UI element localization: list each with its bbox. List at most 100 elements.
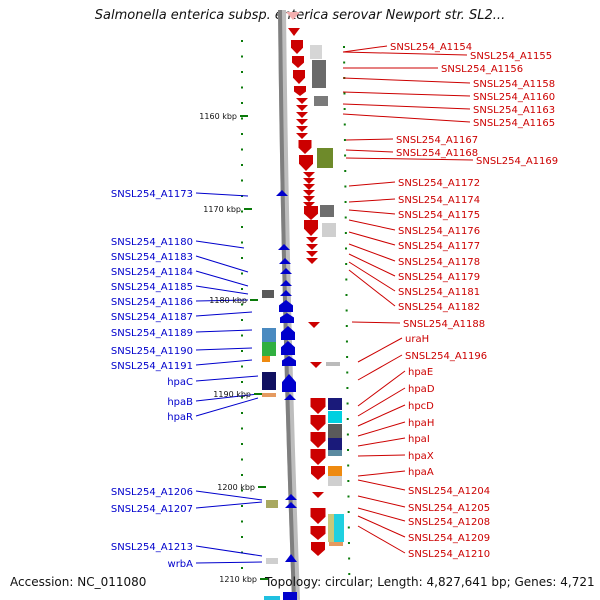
reverse-gene-label[interactable]: SNSL254_A1165 bbox=[473, 118, 555, 129]
tick-dot-left bbox=[241, 427, 243, 430]
reverse-gene-arrow bbox=[310, 432, 326, 448]
reverse-gene-arrow bbox=[310, 415, 326, 431]
scale-ticks: 1160 kbp 1170 kbp 1180 kbp 1190 kbp 1200 kbp… bbox=[199, 112, 268, 584]
connector-line bbox=[195, 393, 259, 402]
forward-gene-label[interactable]: SNSL254_A1213 bbox=[111, 542, 193, 553]
tick-dot-right bbox=[344, 154, 347, 157]
gene-feature-box bbox=[310, 45, 322, 59]
gene-feature-box bbox=[317, 148, 333, 168]
reverse-gene-label[interactable]: SNSL254_A1210 bbox=[408, 549, 490, 560]
forward-gene-label[interactable]: SNSL254_A1173 bbox=[111, 189, 193, 200]
tick-dot-right bbox=[347, 511, 350, 513]
reverse-gene-label[interactable]: hpaE bbox=[408, 367, 433, 378]
reverse-gene-label[interactable]: SNSL254_A1154 bbox=[390, 42, 472, 53]
gene-feature-box bbox=[262, 356, 270, 362]
tick-dot-right bbox=[346, 402, 349, 405]
forward-gene-label[interactable]: SNSL254_A1187 bbox=[111, 312, 193, 323]
reverse-gene-label[interactable]: SNSL254_A1178 bbox=[398, 257, 480, 268]
reverse-gene-arrow bbox=[303, 184, 315, 190]
tick-dot-left bbox=[241, 40, 243, 42]
forward-gene-label[interactable]: wrbA bbox=[168, 559, 194, 570]
reverse-gene-arrow bbox=[296, 105, 308, 111]
forward-gene-label[interactable]: SNSL254_A1206 bbox=[111, 487, 193, 498]
connector-line bbox=[195, 255, 249, 273]
forward-gene-label[interactable]: hpaB bbox=[167, 397, 193, 408]
forward-gene-label[interactable]: SNSL254_A1183 bbox=[111, 252, 193, 263]
connector-line bbox=[195, 490, 263, 501]
forward-gene-label[interactable]: SNSL254_A1185 bbox=[111, 282, 193, 293]
tick-dot-left bbox=[241, 520, 243, 523]
connector-line bbox=[357, 370, 406, 407]
tick-dot-left bbox=[241, 396, 243, 399]
tick-dot-right bbox=[345, 309, 348, 312]
reverse-gene-arrow bbox=[311, 542, 325, 556]
reverse-gene-label[interactable]: SNSL254_A1179 bbox=[398, 272, 480, 283]
reverse-gene-arrow bbox=[310, 449, 326, 465]
reverse-gene-label[interactable]: SNSL254_A1176 bbox=[398, 226, 480, 237]
forward-gene-label[interactable]: SNSL254_A1184 bbox=[111, 267, 193, 278]
reverse-gene-label[interactable]: hpcD bbox=[408, 401, 434, 412]
reverse-gene-arrow bbox=[312, 492, 324, 498]
reverse-gene-label[interactable]: SNSL254_A1204 bbox=[408, 486, 490, 497]
reverse-gene-label[interactable]: hpaH bbox=[408, 418, 434, 429]
connector-line bbox=[345, 138, 394, 141]
reverse-gene-label[interactable]: hpaX bbox=[408, 451, 434, 462]
reverse-gene-label[interactable]: SNSL254_A1209 bbox=[408, 533, 490, 544]
scale-tick-label: 1180 kbp bbox=[209, 296, 247, 305]
reverse-gene-label[interactable]: SNSL254_A1205 bbox=[408, 503, 490, 514]
connector-line bbox=[348, 219, 396, 231]
tick-dot-left bbox=[241, 55, 243, 58]
forward-gene-label[interactable]: hpaC bbox=[167, 377, 193, 388]
connector-line bbox=[342, 77, 471, 84]
forward-gene-label[interactable]: SNSL254_A1191 bbox=[111, 361, 193, 372]
reverse-gene-label[interactable]: SNSL254_A1172 bbox=[398, 178, 480, 189]
reverse-gene-arrow bbox=[296, 112, 308, 118]
connector-line bbox=[195, 397, 259, 417]
tick-dot-left bbox=[241, 489, 243, 492]
reverse-gene-arrow bbox=[294, 86, 306, 96]
forward-gene-label[interactable]: SNSL254_A1180 bbox=[111, 237, 193, 248]
tick-dot-right bbox=[346, 371, 349, 374]
reverse-gene-label[interactable]: SNSL254_A1168 bbox=[396, 148, 478, 159]
tick-dot-right bbox=[347, 542, 350, 544]
reverse-gene-label[interactable]: hpaD bbox=[408, 384, 435, 395]
connector-line bbox=[195, 359, 253, 366]
reverse-gene-label[interactable]: SNSL254_A1177 bbox=[398, 241, 480, 252]
reverse-gene-label[interactable]: SNSL254_A1156 bbox=[441, 64, 523, 75]
forward-gene-label[interactable]: SNSL254_A1189 bbox=[111, 328, 193, 339]
reverse-gene-arrow bbox=[310, 508, 326, 524]
reverse-gene-label[interactable]: SNSL254_A1158 bbox=[473, 79, 555, 90]
reverse-gene-label[interactable]: SNSL254_A1163 bbox=[473, 105, 555, 116]
reverse-gene-label[interactable]: SNSL254_A1175 bbox=[398, 210, 480, 221]
reverse-gene-label[interactable]: hpaA bbox=[408, 467, 434, 478]
reverse-gene-label[interactable]: SNSL254_A1155 bbox=[470, 51, 552, 62]
forward-gene-label[interactable]: SNSL254_A1186 bbox=[111, 297, 193, 308]
reverse-gene-label[interactable]: SNSL254_A1181 bbox=[398, 287, 480, 298]
tick-dot-left bbox=[241, 117, 243, 120]
reverse-gene-label[interactable]: SNSL254_A1174 bbox=[398, 195, 480, 206]
forward-gene-arrow bbox=[280, 313, 294, 323]
gene-feature-box bbox=[326, 362, 340, 366]
forward-gene-label[interactable]: SNSL254_A1207 bbox=[111, 504, 193, 515]
forward-gene-arrow bbox=[285, 554, 297, 562]
reverse-gene-label[interactable]: SNSL254_A1169 bbox=[476, 156, 558, 167]
tick-dot-left bbox=[241, 334, 243, 337]
tick-dot-right bbox=[344, 201, 347, 203]
reverse-gene-label[interactable]: SNSL254_A1160 bbox=[473, 92, 555, 103]
reverse-gene-label[interactable]: SNSL254_A1188 bbox=[403, 319, 485, 330]
reverse-gene-label[interactable]: SNSL254_A1182 bbox=[398, 302, 480, 313]
reverse-gene-label[interactable]: SNSL254_A1167 bbox=[396, 135, 478, 146]
tick-dot-left bbox=[241, 365, 243, 368]
connector-line bbox=[348, 231, 396, 246]
reverse-gene-label[interactable]: SNSL254_A1208 bbox=[408, 517, 490, 528]
reverse-gene-label[interactable]: uraH bbox=[405, 334, 429, 345]
tick-dot-left bbox=[241, 241, 243, 244]
forward-gene-label[interactable]: SNSL254_A1190 bbox=[111, 346, 193, 357]
forward-gene-label[interactable]: hpaR bbox=[167, 412, 193, 423]
reverse-gene-arrow bbox=[303, 196, 315, 202]
gene-feature-box bbox=[264, 596, 280, 600]
reverse-gene-arrow bbox=[306, 251, 318, 257]
forward-gene-arrow bbox=[279, 300, 293, 312]
reverse-gene-label[interactable]: SNSL254_A1196 bbox=[405, 351, 487, 362]
reverse-gene-label[interactable]: hpaI bbox=[408, 434, 430, 445]
